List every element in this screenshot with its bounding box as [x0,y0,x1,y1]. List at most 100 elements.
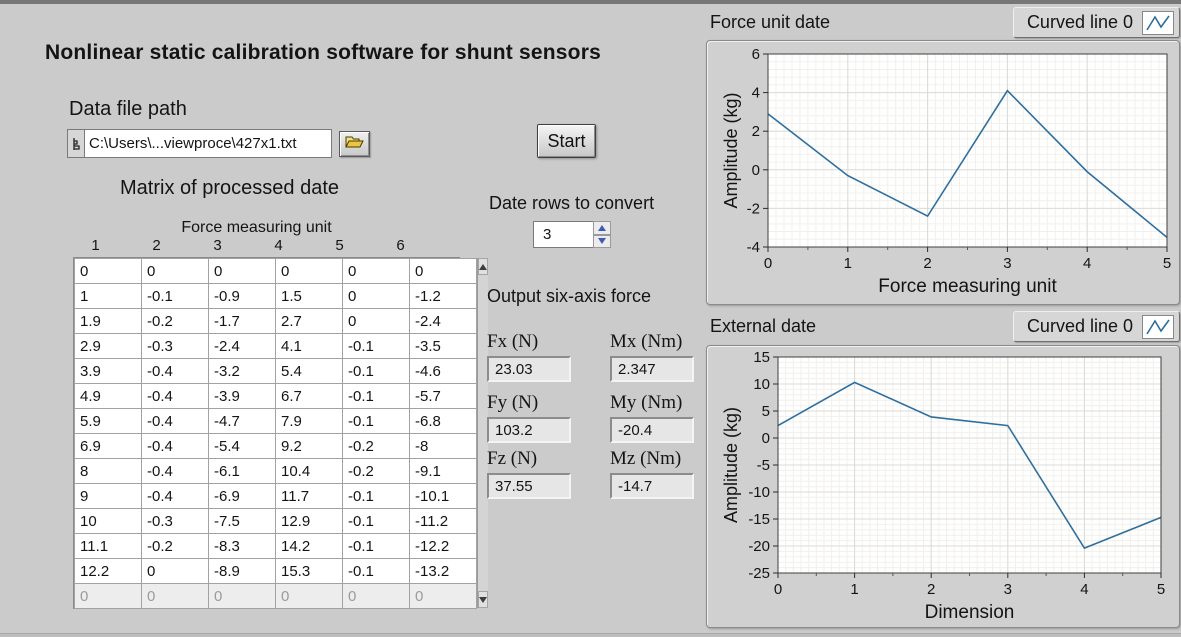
matrix-cell[interactable]: -0.4 [141,458,209,484]
matrix-cell[interactable]: 0 [74,583,142,609]
matrix-cell[interactable]: -4.7 [208,408,276,434]
matrix-cell[interactable]: 4.9 [74,383,142,409]
matrix-cell[interactable]: 2.9 [74,333,142,359]
matrix-cell[interactable]: 1 [74,283,142,309]
chart2-legend[interactable]: Curved line 0 [1012,311,1180,342]
matrix-cell[interactable]: -2.4 [409,308,477,334]
matrix-cell[interactable]: -0.4 [141,483,209,509]
matrix-cell[interactable]: -7.5 [208,508,276,534]
matrix-cell[interactable]: -0.4 [141,383,209,409]
matrix-cell[interactable]: -8 [409,433,477,459]
matrix-cell[interactable]: -6.9 [208,483,276,509]
matrix-cell[interactable]: -0.1 [342,358,410,384]
matrix-cell[interactable]: 12.2 [74,558,142,584]
matrix-cell[interactable]: 0 [208,258,276,284]
matrix-cell[interactable]: -5.7 [409,383,477,409]
output-field-fx: Fx (N) 23.03 [487,331,587,383]
spinner-increment-button[interactable] [593,221,611,235]
matrix-cell[interactable]: -2.4 [208,333,276,359]
matrix-cell[interactable]: -0.2 [141,308,209,334]
matrix-cell[interactable]: -9.1 [409,458,477,484]
matrix-cell[interactable]: -0.1 [342,408,410,434]
matrix-cell[interactable]: 1.5 [275,283,343,309]
matrix-cell[interactable]: 0 [275,258,343,284]
matrix-cell[interactable]: 9.2 [275,433,343,459]
matrix-cell[interactable]: -0.2 [141,533,209,559]
matrix-cell[interactable]: -4.6 [409,358,477,384]
matrix-cell[interactable]: -8.9 [208,558,276,584]
matrix-cell[interactable]: -0.3 [141,508,209,534]
matrix-cell[interactable]: 9 [74,483,142,509]
matrix-cell[interactable]: 0 [342,583,410,609]
scroll-down-button[interactable] [478,591,488,608]
matrix-cell[interactable]: 12.9 [275,508,343,534]
matrix-cell[interactable]: 0 [409,258,477,284]
table-row: 3.9 -0.4 -3.2 5.4 -0.1 -4.6 [74,358,477,384]
matrix-cell[interactable]: -0.4 [141,358,209,384]
my-label: My (Nm) [610,392,683,413]
matrix-cell[interactable]: -3.5 [409,333,477,359]
matrix-cell[interactable]: 0 [208,583,276,609]
matrix-cell[interactable]: 7.9 [275,408,343,434]
matrix-cell[interactable]: 0 [141,258,209,284]
matrix-cell[interactable]: -0.4 [141,408,209,434]
matrix-cell[interactable]: -0.2 [342,433,410,459]
matrix-cell[interactable]: -0.4 [141,433,209,459]
matrix-cell[interactable]: -3.2 [208,358,276,384]
matrix-cell[interactable]: 0 [342,258,410,284]
matrix-cell[interactable]: 10 [74,508,142,534]
matrix-cell[interactable]: -10.1 [409,483,477,509]
matrix-cell[interactable]: -0.1 [342,333,410,359]
matrix-cell[interactable]: -0.1 [342,508,410,534]
matrix-cell[interactable]: 0 [141,558,209,584]
matrix-cell[interactable]: -13.2 [409,558,477,584]
matrix-cell[interactable]: 3.9 [74,358,142,384]
matrix-cell[interactable]: -6.1 [208,458,276,484]
matrix-cell[interactable]: -1.7 [208,308,276,334]
matrix-cell[interactable]: 2.7 [275,308,343,334]
chart1-legend[interactable]: Curved line 0 [1012,7,1180,38]
table-scrollbar[interactable] [477,258,488,608]
matrix-cell[interactable]: 8 [74,458,142,484]
matrix-cell[interactable]: -0.1 [342,533,410,559]
matrix-cell[interactable]: -0.1 [342,483,410,509]
matrix-cell[interactable]: -12.2 [409,533,477,559]
spinner-decrement-button[interactable] [593,234,611,248]
matrix-cell[interactable]: -1.2 [409,283,477,309]
matrix-cell[interactable]: 5.9 [74,408,142,434]
matrix-cell[interactable]: 0 [409,583,477,609]
matrix-cell[interactable]: -3.9 [208,383,276,409]
matrix-cell[interactable]: -11.2 [409,508,477,534]
browse-button[interactable] [339,130,370,157]
matrix-cell[interactable]: 0 [141,583,209,609]
matrix-cell[interactable]: 1.9 [74,308,142,334]
rows-to-convert-input[interactable] [533,221,593,248]
matrix-cell[interactable]: -0.1 [141,283,209,309]
matrix-cell[interactable]: -0.3 [141,333,209,359]
scroll-up-button[interactable] [478,258,488,275]
matrix-cell[interactable]: 0 [74,258,142,284]
matrix-cell[interactable]: -0.1 [342,558,410,584]
matrix-cell[interactable]: 11.1 [74,533,142,559]
matrix-cell[interactable]: 6.9 [74,433,142,459]
matrix-cell[interactable]: 10.4 [275,458,343,484]
matrix-cell[interactable]: -0.9 [208,283,276,309]
matrix-cell[interactable]: -5.4 [208,433,276,459]
matrix-cell[interactable]: 11.7 [275,483,343,509]
matrix-cell[interactable]: 15.3 [275,558,343,584]
start-button[interactable]: Start [537,124,596,158]
matrix-cell[interactable]: 0 [342,308,410,334]
matrix-cell[interactable]: 4.1 [275,333,343,359]
matrix-cell[interactable]: 0 [275,583,343,609]
matrix-cell[interactable]: 14.2 [275,533,343,559]
matrix-cell[interactable]: -0.1 [342,383,410,409]
matrix-cell[interactable]: 6.7 [275,383,343,409]
y-tick-label: -2 [747,200,760,217]
matrix-cell[interactable]: -8.3 [208,533,276,559]
matrix-cell[interactable]: 0 [342,283,410,309]
file-path-input[interactable] [84,129,332,158]
matrix-cell[interactable]: -0.2 [342,458,410,484]
matrix-cell[interactable]: -6.8 [409,408,477,434]
matrix-cell[interactable]: 5.4 [275,358,343,384]
matrix-table[interactable]: 0 0 0 0 0 0 1 -0.1 -0.9 1.5 0 -1.2 1.9 -0.2 -1.7 2.7 0 -2… [74,258,477,609]
